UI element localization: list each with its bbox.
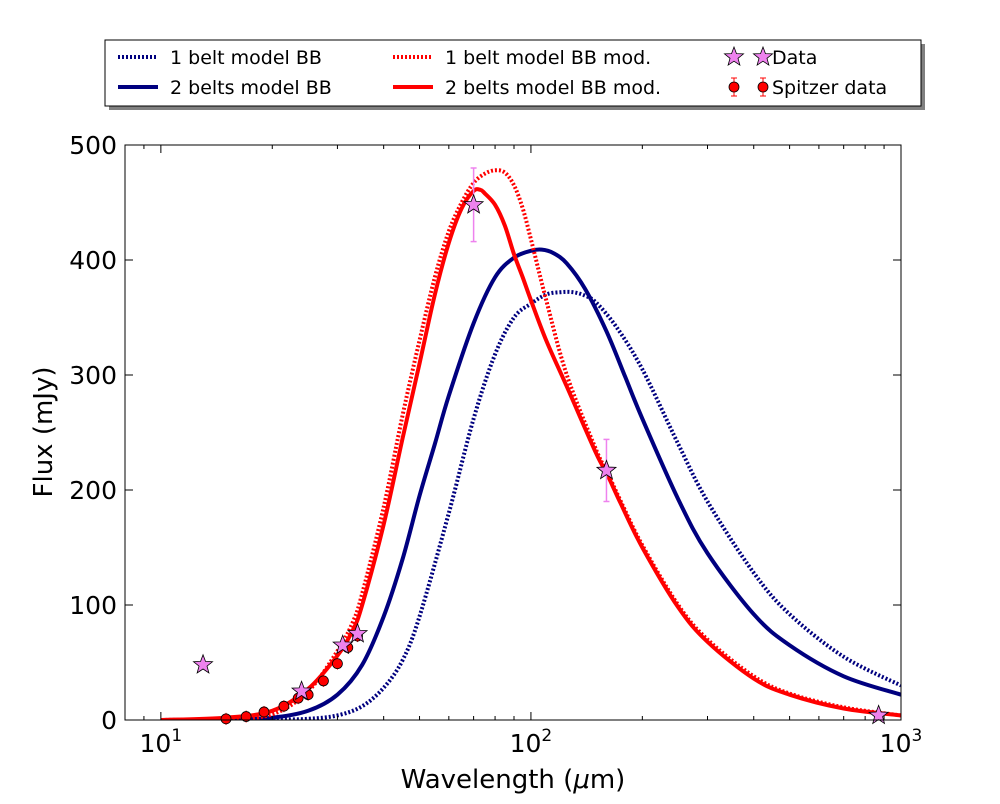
- legend: 1 belt model BB 2 belts model BB 1 belt mo…: [104, 39, 925, 110]
- tick-layer: 0 100 200 300 400 500 101 102 103: [69, 131, 922, 758]
- data-star-point: [346, 622, 369, 643]
- marker-layer: [192, 167, 890, 725]
- y-axis-label: Flux (mJy): [29, 367, 59, 498]
- plot-frame-bg: [125, 145, 901, 720]
- legend-label: 2 belts model BB mod.: [445, 77, 661, 99]
- y-tick-label: 200: [69, 476, 117, 505]
- x-tick-label: 103: [880, 726, 923, 758]
- y-tick-label: 300: [69, 361, 117, 390]
- data-star-point: [463, 193, 485, 214]
- x-axis-label: Wavelength (μm): [401, 765, 626, 795]
- legend-label: 1 belt model BB: [170, 47, 322, 69]
- series-line-1: [160, 247, 901, 720]
- legend-point-swatch: [728, 81, 740, 93]
- legend-label: 2 belts model BB: [170, 77, 332, 99]
- series-line-3: [160, 187, 901, 720]
- plot-frame: [124, 144, 902, 721]
- data-star-point: [595, 459, 618, 480]
- y-tick-label: 0: [101, 706, 117, 735]
- legend-label: Spitzer data: [772, 77, 887, 99]
- spitzer-point: [332, 658, 343, 670]
- series-line-2: [160, 168, 901, 720]
- spitzer-point: [318, 675, 329, 687]
- x-tick-label: 101: [140, 726, 183, 758]
- legend-point-swatch: [757, 81, 769, 93]
- spitzer-point: [278, 700, 290, 712]
- legend-star-swatch: [752, 45, 774, 67]
- x-tick-label: 102: [510, 726, 553, 758]
- spitzer-point: [220, 713, 232, 725]
- legend-box: [104, 39, 922, 107]
- spitzer-point: [240, 711, 252, 722]
- data-star-point: [290, 680, 313, 701]
- data-star-point: [332, 634, 354, 655]
- legend-star-swatch: [723, 45, 745, 67]
- legend-label: Data: [772, 47, 817, 69]
- y-tick-label: 400: [69, 246, 117, 275]
- y-tick-label: 500: [69, 131, 117, 160]
- y-tick-label: 100: [69, 591, 117, 620]
- legend-label: 1 belt model BB mod.: [445, 47, 651, 69]
- series-layer: [160, 168, 901, 720]
- data-star-point: [192, 653, 214, 674]
- spitzer-point: [258, 706, 270, 718]
